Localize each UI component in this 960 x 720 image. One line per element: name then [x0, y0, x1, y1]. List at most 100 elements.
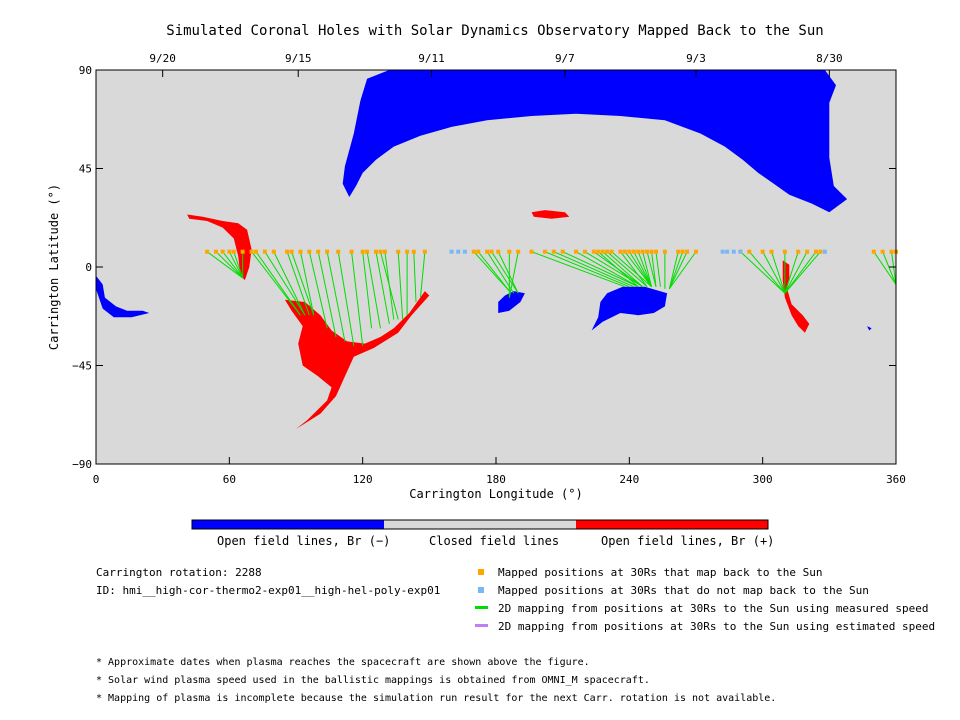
mapped-point-52 [649, 249, 654, 254]
mapping-line-44 [611, 251, 652, 288]
date-tick-label-0: 9/20 [149, 52, 176, 65]
mapping-line-60 [748, 251, 786, 294]
mapping-line-6 [251, 251, 301, 316]
mapped-point-20 [374, 249, 378, 254]
mapped-points-layer [205, 249, 898, 254]
legend-swatch-estimated [475, 624, 488, 627]
mapped-point-11 [289, 249, 294, 254]
mapped-point-4 [231, 249, 236, 254]
legend-swatch-mapped [478, 569, 484, 575]
mapping-line-27 [473, 251, 510, 292]
coronal-hole-negative-3 [591, 286, 668, 331]
mapping-line-2 [222, 251, 244, 279]
mapped-point-29 [485, 249, 490, 254]
coronal-hole-positive-5 [187, 214, 252, 281]
mapped-point-50 [640, 249, 645, 254]
mapped-point-28 [476, 249, 481, 254]
unmapped-point-7 [822, 249, 827, 254]
mapping-line-69 [882, 251, 897, 285]
mapping-line-4 [233, 251, 244, 279]
colorbar-negative [192, 520, 384, 529]
mapping-line-41 [597, 251, 639, 288]
mapped-point-57 [685, 249, 690, 254]
mapping-line-64 [784, 251, 799, 294]
mapped-point-65 [805, 249, 810, 254]
mapping-line-11 [291, 251, 315, 316]
mapped-point-34 [529, 249, 534, 254]
mapping-line-48 [633, 251, 653, 287]
mapping-line-49 [637, 251, 653, 287]
mapping-line-8 [264, 251, 306, 316]
mapped-point-55 [676, 249, 681, 254]
mapped-point-49 [636, 249, 641, 254]
coronal-hole-positive-7 [284, 291, 430, 429]
x-axis-label: Carrington Longitude (°) [409, 487, 582, 501]
colorbar [191, 519, 769, 530]
mapped-point-66 [814, 249, 818, 254]
mapping-line-10 [286, 251, 310, 316]
run-id: ID: hmi__high-cor-thermo2-exp01__high-he… [96, 584, 441, 597]
mapped-point-13 [307, 249, 312, 254]
mapped-point-44 [609, 249, 614, 254]
mapping-line-14 [317, 251, 337, 338]
y-tick-label-2: 0 [85, 261, 92, 274]
mapping-line-16 [337, 251, 355, 346]
colorbar-label-closed: Closed field lines [429, 534, 560, 548]
mapped-point-24 [405, 249, 410, 254]
mapped-point-8 [262, 249, 267, 254]
legend-label-estimated: 2D mapping from positions at 30Rs to the… [498, 620, 936, 633]
x-tick-label-6: 360 [886, 473, 906, 486]
mapped-point-30 [489, 249, 494, 254]
mapped-point-19 [365, 249, 370, 254]
mapping-line-67 [784, 251, 821, 294]
mapped-point-43 [605, 249, 610, 254]
mapping-line-43 [606, 251, 648, 288]
mapping-line-19 [366, 251, 381, 329]
mapped-point-5 [240, 249, 245, 254]
axes-layer: 0 60 120 180 240 300 360 90 45 0 −45 −90 9/20 9/15 9/1… [72, 52, 906, 486]
mapping-line-57 [668, 251, 688, 290]
mapping-line-68 [873, 251, 897, 285]
date-tick-label-5: 8/30 [816, 52, 843, 65]
x-tick-label-0: 0 [93, 473, 100, 486]
mapped-point-31 [496, 249, 501, 254]
legend-swatch-measured [475, 606, 488, 609]
legend-label-unmapped: Mapped positions at 30Rs that do not map… [498, 584, 869, 597]
x-tick-label-4: 240 [619, 473, 639, 486]
colorbar-frame [191, 519, 769, 530]
date-tick-label-1: 9/15 [285, 52, 312, 65]
mapping-lines-layer [206, 251, 897, 346]
mapped-point-22 [382, 249, 387, 254]
colorbar-label-positive: Open field lines, Br (+) [601, 534, 775, 548]
mapping-line-30 [491, 251, 519, 294]
mapped-point-70 [889, 249, 894, 254]
unmapped-point-1 [456, 249, 461, 254]
mapped-point-26 [422, 249, 427, 254]
mapped-point-35 [542, 249, 547, 254]
unmapped-point-4 [725, 249, 730, 254]
y-axis-label: Carrington Latitude (°) [47, 184, 61, 350]
mapped-point-36 [551, 249, 556, 254]
mapping-line-17 [351, 251, 364, 346]
mapped-point-14 [316, 249, 321, 254]
mapped-point-27 [471, 249, 476, 254]
date-tick-label-4: 9/3 [686, 52, 706, 65]
mapping-line-42 [602, 251, 643, 288]
mapped-point-23 [396, 249, 401, 254]
mapping-line-35 [544, 251, 630, 288]
coronal-hole-negative-0 [342, 70, 848, 213]
mapping-line-50 [642, 251, 653, 287]
mapping-line-31 [497, 251, 519, 294]
mapped-point-42 [600, 249, 605, 254]
footnote-speed: * Solar wind plasma speed used in the ba… [96, 675, 650, 686]
mapping-line-18 [362, 251, 373, 329]
coronal-hole-negative-4 [867, 326, 872, 331]
mapping-line-13 [308, 251, 328, 329]
mapping-line-37 [562, 251, 639, 288]
mapped-point-47 [627, 249, 632, 254]
mapped-point-41 [596, 249, 601, 254]
coronal-hole-negative-2 [498, 291, 525, 313]
mapped-point-62 [769, 249, 774, 254]
mapped-point-1 [214, 249, 218, 254]
mapped-point-21 [378, 249, 383, 254]
